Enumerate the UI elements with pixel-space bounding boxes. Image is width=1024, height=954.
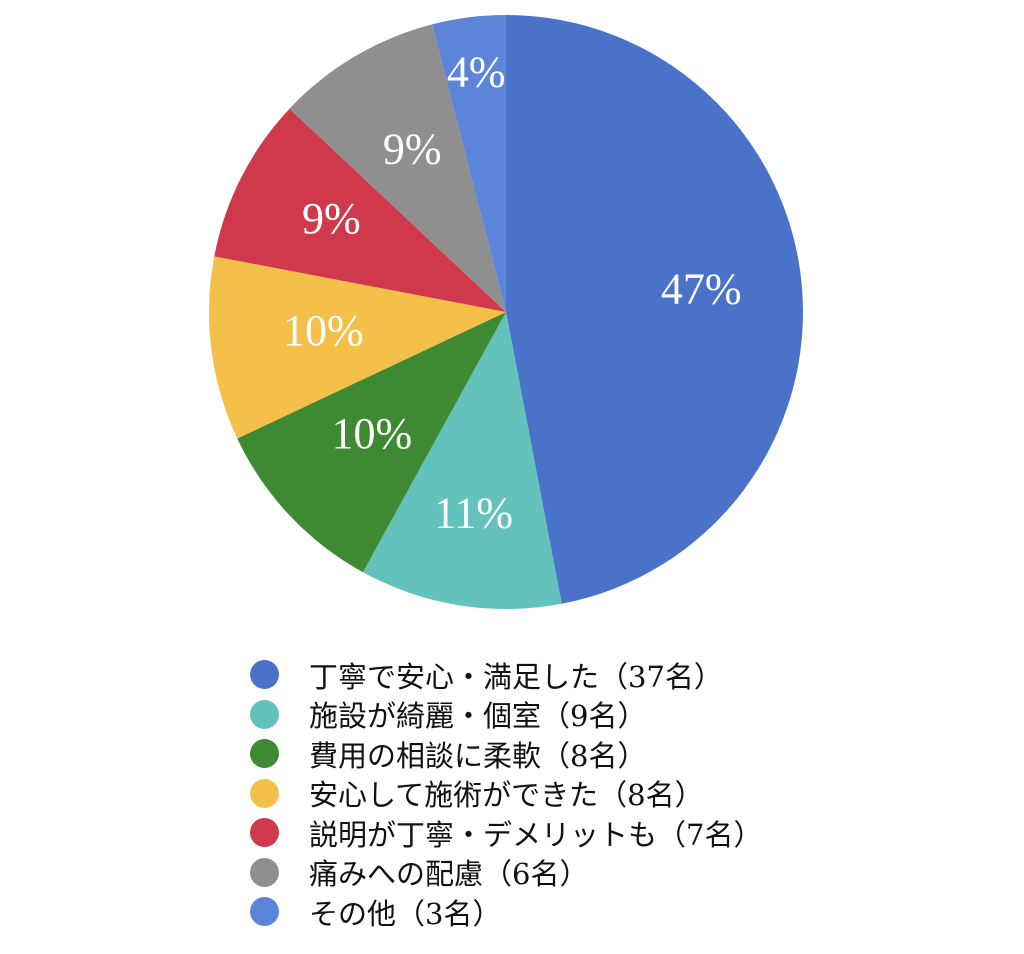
legend-label: 丁寧で安心・満足した（37名）	[309, 659, 723, 694]
legend-label: 痛みへの配慮（6名）	[309, 857, 589, 892]
slice-percent-label: 9%	[383, 125, 442, 174]
legend-item: 丁寧で安心・満足した（37名）	[250, 655, 762, 695]
legend-item: その他（3名）	[250, 892, 762, 932]
legend-label: 費用の相談に柔軟（8名）	[309, 738, 647, 773]
legend-item: 施設が綺麗・個室（9名）	[250, 695, 762, 735]
legend-swatch	[250, 699, 279, 729]
pie-slice	[432, 15, 506, 312]
slice-percent-label: 47%	[661, 265, 742, 314]
slice-percent-label: 10%	[283, 306, 364, 355]
legend-swatch	[250, 739, 279, 769]
pie-slice	[362, 312, 562, 609]
pie-chart: 47%11%10%10%9%9%4%	[208, 15, 804, 609]
legend-item: 安心して施術ができた（8名）	[250, 774, 762, 814]
pie-slice	[506, 15, 804, 604]
legend-item: 痛みへの配慮（6名）	[250, 853, 762, 893]
pie-slice	[289, 24, 506, 312]
legend-swatch	[250, 778, 279, 808]
legend-label: その他（3名）	[309, 896, 502, 931]
legend-item: 費用の相談に柔軟（8名）	[250, 734, 762, 774]
legend-swatch	[250, 818, 279, 848]
pie-slice	[208, 256, 506, 439]
slice-percent-label: 10%	[331, 409, 412, 458]
legend-swatch	[250, 897, 279, 927]
slice-percent-label: 9%	[302, 194, 361, 243]
legend-item: 説明が丁寧・デメリットも（7名）	[250, 813, 762, 853]
legend-label: 施設が綺麗・個室（9名）	[309, 699, 647, 734]
legend-label: 説明が丁寧・デメリットも（7名）	[309, 817, 763, 852]
slice-percent-label: 11%	[434, 488, 513, 537]
legend: 丁寧で安心・満足した（37名） 施設が綺麗・個室（9名） 費用の相談に柔軟（8名…	[250, 655, 762, 932]
pie-slice	[214, 108, 506, 312]
legend-label: 安心して施術ができた（8名）	[309, 778, 704, 813]
legend-swatch	[250, 857, 279, 887]
legend-swatch	[250, 660, 279, 690]
slice-percent-label: 4%	[447, 47, 506, 96]
pie-slice	[237, 312, 507, 573]
